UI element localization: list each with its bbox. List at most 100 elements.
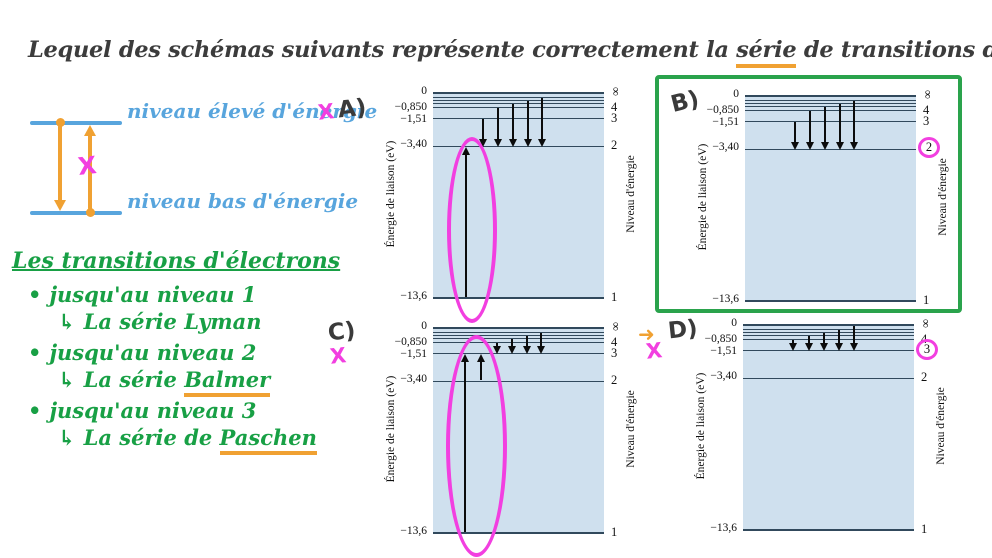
bullet-icon: •: [28, 282, 42, 307]
energy-tick-label: −0,850: [394, 101, 427, 113]
cross-mark-option-c: X: [328, 343, 348, 369]
transition-arrow-down: [820, 332, 828, 351]
series-name-balmer: Balmer: [184, 367, 271, 397]
level-number-text: 3: [923, 114, 930, 128]
energy-tick-label: −3,40: [712, 141, 739, 153]
energy-tick-label: −13,6: [400, 290, 427, 302]
level-number: 3: [916, 339, 945, 364]
energy-level-line: [433, 92, 604, 94]
level-number-text: 4: [611, 335, 618, 349]
cross-mark-option-d: X: [644, 338, 664, 364]
energy-level-line: [433, 532, 604, 534]
energy-level-line: [433, 337, 604, 339]
energy-axis-label: Énergie de liaison (eV): [385, 140, 397, 248]
energy-axis-label: Énergie de liaison (eV): [695, 372, 707, 480]
level-number-text: 3: [611, 346, 618, 360]
energy-level-line: [433, 106, 604, 108]
plot-area: [743, 325, 914, 530]
energy-diagram-d: 0 −0,850 −1,51 −3,40 −13,6 ∞ 4 3 2 1 Énergie de li…: [695, 317, 947, 536]
energy-tick-label: −13,6: [400, 525, 427, 537]
cross-mark-absorption: X: [76, 151, 98, 181]
level-number: 1: [921, 522, 945, 537]
emission-arrowhead-icon: [54, 200, 66, 211]
notes-heading: Les transitions d'électrons: [12, 248, 341, 274]
highlight-ellipse: [446, 335, 507, 557]
question-text-1: Lequel des schémas suivants représente c…: [28, 37, 729, 64]
level-number-text: ∞: [918, 319, 933, 328]
high-energy-label: niveau élevé d'énergie: [127, 99, 378, 123]
energy-tick-label: −3,40: [400, 373, 427, 385]
energy-level-line: [433, 331, 604, 333]
series-name-paschen: Paschen: [219, 425, 317, 455]
pointer-arrow-option-d: ➜: [638, 322, 655, 346]
transition-arrow-down: [494, 107, 502, 147]
transition-arrow-down: [523, 335, 531, 354]
level-number: 1: [923, 293, 947, 308]
energy-tick-label: −3,40: [400, 138, 427, 150]
question-word-serie: série: [736, 37, 797, 69]
note-text-1: jusqu'au niveau 1: [49, 282, 257, 307]
note-text-2: jusqu'au niveau 2: [49, 340, 257, 365]
level-number: 3: [611, 346, 635, 361]
transition-arrow-down: [479, 118, 487, 147]
energy-level-line: [743, 328, 914, 330]
level-number: 2: [918, 137, 947, 162]
transition-arrow-down: [791, 121, 799, 150]
level-number-text: 1: [923, 293, 930, 307]
energy-level-line: [745, 148, 916, 150]
energy-level-line: [743, 331, 914, 333]
transition-arrow-down: [821, 106, 829, 150]
energy-tick-label: −0,850: [394, 336, 427, 348]
level-number-text: 3: [611, 111, 618, 125]
energy-level-line: [745, 105, 916, 107]
transition-arrow-down: [835, 329, 843, 351]
energy-tick-label: 0: [731, 317, 737, 329]
level-number-text: 1: [921, 522, 928, 536]
level-number: 4: [611, 100, 635, 115]
energy-level-line: [433, 99, 604, 101]
series-pre-1: La série: [83, 309, 177, 334]
low-energy-level-line: [30, 211, 122, 215]
energy-tick-label: 0: [421, 320, 427, 332]
hook-arrow-icon: ↳: [58, 309, 76, 334]
transition-arrow-down: [850, 100, 858, 150]
energy-tick-label: −3,40: [710, 370, 737, 382]
absorption-arrow-dot: [85, 208, 95, 217]
energy-axis-label: Énergie de liaison (eV): [697, 143, 709, 251]
absorption-arrow: [88, 132, 92, 210]
energy-level-line: [433, 352, 604, 354]
energy-axis-label: Énergie de liaison (eV): [385, 375, 397, 483]
emission-arrow: [58, 125, 62, 203]
energy-level-line: [745, 99, 916, 101]
level-axis-label: Niveau d'énergie: [937, 158, 949, 236]
energy-level-line: [745, 109, 916, 111]
bullet-icon: •: [28, 398, 42, 423]
level-axis-label: Niveau d'énergie: [935, 387, 947, 465]
energy-level-line: [433, 334, 604, 336]
energy-level-line: [745, 102, 916, 104]
energy-tick-label: −13,6: [712, 293, 739, 305]
level-number-text: 2: [611, 373, 618, 387]
level-number-text: 4: [923, 103, 930, 117]
energy-tick-label: −0,850: [704, 333, 737, 345]
energy-tick-label: 0: [421, 85, 427, 97]
energy-level-line: [433, 327, 604, 329]
level-number-text: 2: [918, 137, 940, 158]
energy-level-line: [433, 102, 604, 104]
level-number: 3: [611, 111, 635, 126]
highlight-ellipse: [447, 137, 497, 323]
note-series-2: ↳ La série Balmer: [58, 367, 322, 397]
level-number-text: ∞: [608, 87, 623, 96]
energy-tick-label: −1,51: [400, 348, 427, 360]
transition-arrow-down: [509, 103, 517, 147]
hook-arrow-icon: ↳: [58, 367, 76, 392]
level-number: 2: [611, 138, 635, 153]
series-pre-3: La série de: [83, 425, 213, 450]
plot-area: [745, 96, 916, 301]
high-energy-level-line: [30, 121, 122, 125]
level-number: 2: [611, 373, 635, 388]
note-series-3: ↳ La série de Paschen: [58, 425, 322, 455]
energy-diagram-c: 0 −0,850 −1,51 −3,40 −13,6 ∞ 4 3 2 1 Énergie de li…: [385, 320, 637, 557]
hook-arrow-icon: ↳: [58, 425, 76, 450]
series-name-lyman: Lyman: [184, 309, 262, 334]
